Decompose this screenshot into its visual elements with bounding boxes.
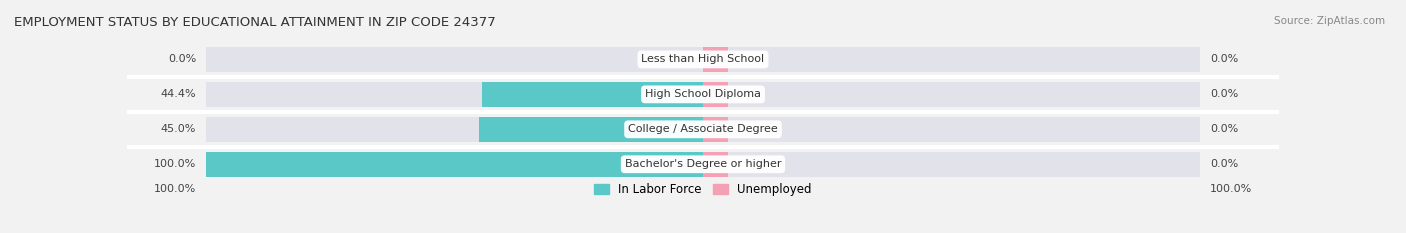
Text: 44.4%: 44.4%: [160, 89, 195, 99]
Text: Source: ZipAtlas.com: Source: ZipAtlas.com: [1274, 16, 1385, 26]
Bar: [703, 152, 1199, 177]
Bar: [482, 82, 703, 107]
Text: High School Diploma: High School Diploma: [645, 89, 761, 99]
Text: 0.0%: 0.0%: [167, 55, 195, 64]
Text: Less than High School: Less than High School: [641, 55, 765, 64]
Bar: [703, 47, 1199, 72]
Bar: [207, 152, 703, 177]
Text: 0.0%: 0.0%: [1211, 89, 1239, 99]
Bar: [703, 82, 1199, 107]
Text: 100.0%: 100.0%: [153, 159, 195, 169]
Bar: [479, 117, 703, 142]
Text: 0.0%: 0.0%: [1211, 159, 1239, 169]
Text: 100.0%: 100.0%: [1211, 184, 1253, 194]
Bar: [207, 117, 703, 142]
Bar: [207, 82, 703, 107]
Bar: [207, 152, 703, 177]
Bar: [703, 152, 728, 177]
Bar: [703, 117, 1199, 142]
Text: 100.0%: 100.0%: [153, 184, 195, 194]
Text: Bachelor's Degree or higher: Bachelor's Degree or higher: [624, 159, 782, 169]
Bar: [703, 47, 728, 72]
Text: EMPLOYMENT STATUS BY EDUCATIONAL ATTAINMENT IN ZIP CODE 24377: EMPLOYMENT STATUS BY EDUCATIONAL ATTAINM…: [14, 16, 496, 29]
Text: 45.0%: 45.0%: [160, 124, 195, 134]
Text: College / Associate Degree: College / Associate Degree: [628, 124, 778, 134]
Text: 0.0%: 0.0%: [1211, 55, 1239, 64]
Bar: [703, 82, 728, 107]
Legend: In Labor Force, Unemployed: In Labor Force, Unemployed: [589, 178, 817, 201]
Text: 0.0%: 0.0%: [1211, 124, 1239, 134]
Bar: [703, 117, 728, 142]
Bar: [207, 47, 703, 72]
